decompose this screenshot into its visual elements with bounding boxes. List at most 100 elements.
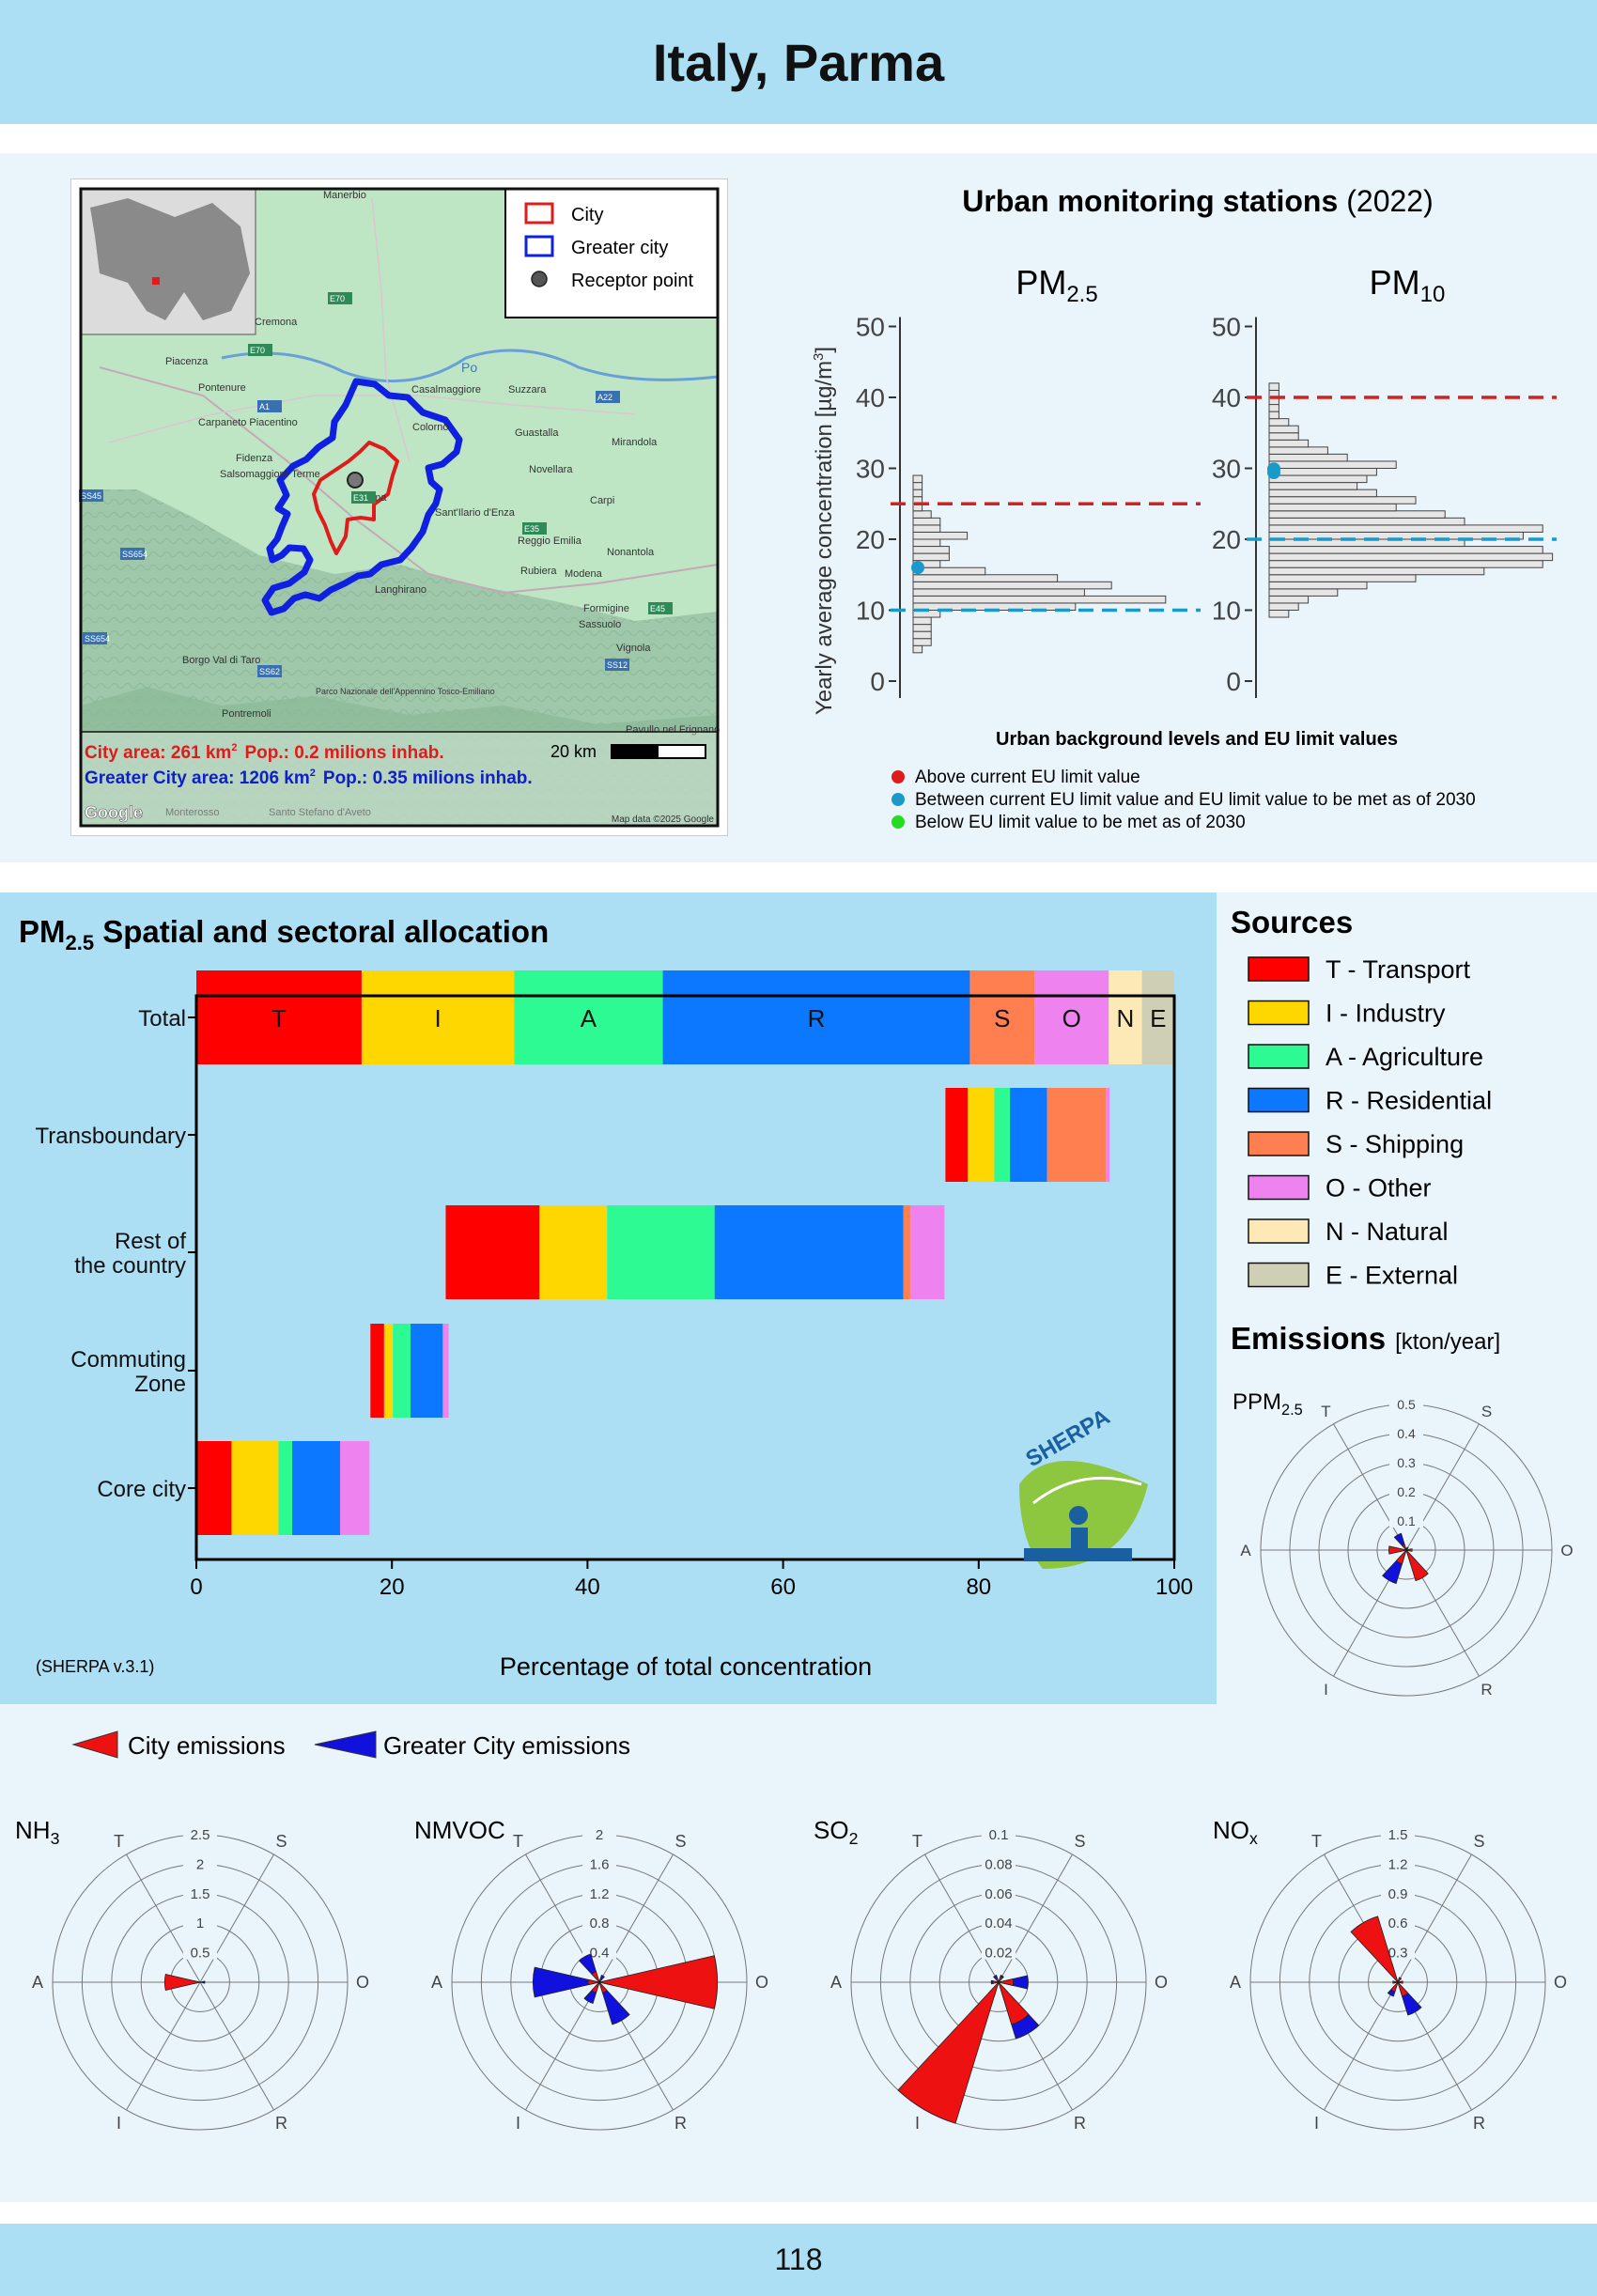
rose-title: NOx xyxy=(1213,1816,1258,1848)
hist-bar xyxy=(1268,588,1339,597)
city-label: City xyxy=(571,205,603,225)
allocation-title: PM2.5 Spatial and sectoral allocation xyxy=(19,914,549,954)
rose-spoke xyxy=(924,1854,1000,1983)
stations-y-label: Yearly average concentration [µg/m3] xyxy=(811,347,837,715)
road-label: A1 xyxy=(259,402,270,411)
map-attribution: Map data ©2025 Google xyxy=(612,814,715,825)
sources-legend: Sources T - Transport I - Industry A - Agr… xyxy=(1231,905,1500,1356)
rose-direction-label: I xyxy=(1314,2114,1319,2133)
rose-tick-label: 0.4 xyxy=(1397,1426,1416,1441)
row-label-rest-of: Rest of xyxy=(115,1229,186,1254)
bar-segment-r xyxy=(292,1441,341,1535)
bar-segment-label: R xyxy=(808,1004,826,1032)
hist-bar xyxy=(1268,482,1358,490)
map-place-label: Sant'Ilario d'Enza xyxy=(435,507,516,519)
hist-bar xyxy=(1268,546,1543,554)
rose-title: NH3 xyxy=(15,1816,60,1848)
rose-spoke xyxy=(998,1854,1073,1983)
rose-direction-label: A xyxy=(830,1973,842,1992)
source-swatch-i xyxy=(1248,1000,1310,1026)
rose-nh3: NH3 T S O R I A 0.5 1 1.5 2 2.5 xyxy=(15,1816,369,2133)
pm10-title: PM10 xyxy=(1370,263,1446,307)
hist-tick-label: 30 xyxy=(1212,455,1241,484)
map-place-label: Casalmaggiore xyxy=(411,384,481,396)
rose-spoke xyxy=(126,1981,201,2111)
hist-bar xyxy=(1268,453,1348,462)
hist-tick-label: 40 xyxy=(856,383,885,412)
rose-wedge-city xyxy=(1395,1549,1407,1565)
rose-tick-label: 2 xyxy=(196,1856,204,1872)
hist-bar xyxy=(1268,517,1465,526)
hist-bar xyxy=(1268,574,1417,582)
city-emissions-label: City emissions xyxy=(128,1731,286,1760)
row-label-core-city: Core city xyxy=(97,1477,186,1502)
hist-bar xyxy=(1268,602,1299,612)
rose-tick-label: 1.6 xyxy=(590,1856,610,1872)
rose-direction-label: O xyxy=(1554,1973,1567,1992)
map-place-label: Pontremoli xyxy=(222,708,271,720)
rose-tick-label: 0.08 xyxy=(985,1856,1012,1872)
rose-so2: SO2 T S O R I A 0.02 0.04 0.06 0.08 0.1 xyxy=(814,1816,1168,2133)
rose-spoke xyxy=(598,1854,674,1983)
rose-nmvoc: NMVOC T S O R I A 0.4 0.8 1.2 1.6 2 xyxy=(414,1816,768,2133)
road-label: A22 xyxy=(597,393,612,402)
rose-direction-label: R xyxy=(1074,2114,1086,2133)
rose-group: NOx T S O R I A 0.3 0.6 0.9 1.2 1.5 xyxy=(1213,1816,1567,2133)
bar-segment-o xyxy=(1034,970,1109,1064)
source-label-r: R - Residential xyxy=(1326,1087,1492,1115)
rose-wedge-city xyxy=(998,1978,1015,1987)
rose-direction-label: T xyxy=(912,1832,923,1851)
rose-spoke xyxy=(1397,1854,1472,1983)
greater-city-boundary xyxy=(261,378,463,616)
source-label-e: E - External xyxy=(1326,1262,1458,1290)
rose-direction-label: R xyxy=(1473,2114,1485,2133)
rose-wedge-city xyxy=(995,1977,1000,1983)
google-logo: Google xyxy=(85,803,143,822)
allocation-chart: PM2.5 Spatial and sectoral allocation T I… xyxy=(19,914,1193,1681)
map-place-label: Sassuolo xyxy=(579,619,621,630)
map-place-label: Rubiera xyxy=(520,566,557,577)
hist-bar xyxy=(1268,411,1279,420)
hist-bar xyxy=(1268,425,1299,434)
po-river xyxy=(221,349,719,383)
road-shield xyxy=(596,391,620,403)
rose-group: NH3 T S O R I A 0.5 1 1.5 2 2.5 xyxy=(15,1816,369,2133)
rose-tick-label: 0.9 xyxy=(1388,1886,1408,1902)
hist-bar xyxy=(1268,404,1279,412)
europe-shape xyxy=(90,198,250,320)
city-emissions-swatch xyxy=(71,1730,118,1759)
hist-tick-label: 0 xyxy=(1226,667,1241,696)
map-place-label: Fidenza xyxy=(236,453,273,464)
rose-direction-label: A xyxy=(32,1973,43,1992)
rose-direction-label: I xyxy=(516,2114,520,2133)
hist-bar xyxy=(1268,510,1446,519)
road-shield xyxy=(522,522,547,535)
map-place-label: Nonantola xyxy=(607,547,655,558)
source-swatch-e xyxy=(1248,1262,1310,1288)
rose-tick-label: 0.1 xyxy=(989,1827,1009,1843)
rose-direction-label: R xyxy=(1481,1681,1492,1699)
road-shield xyxy=(257,400,282,412)
rose-direction-label: S xyxy=(1074,1832,1085,1851)
road-label: E70 xyxy=(250,346,265,355)
bar-segment-r xyxy=(662,970,970,1064)
rose-wedge-city xyxy=(998,1981,1030,2025)
hist-bar xyxy=(912,630,932,640)
bar-segment-o xyxy=(909,1205,945,1299)
greater-city-swatch xyxy=(524,235,554,257)
bar-segment-t xyxy=(196,970,362,1064)
hist-tick-label: 20 xyxy=(856,525,885,554)
rose-tick-label: 0.3 xyxy=(1397,1455,1416,1470)
emissions-legend: City emissions Greater City emissions xyxy=(71,1730,630,1760)
stations-legend: Above current EU limit value Between curr… xyxy=(892,768,1476,832)
rose-direction-label: T xyxy=(513,1832,523,1851)
rose-direction-label: S xyxy=(1481,1403,1492,1420)
rose-group: SO2 T S O R I A 0.02 0.04 0.06 0.08 0.1 xyxy=(814,1816,1168,2133)
title-bar: Italy, Parma xyxy=(0,0,1597,124)
bar-segment-e xyxy=(1141,970,1174,1064)
bar-segment-a xyxy=(393,1324,411,1418)
hist-bar xyxy=(1268,560,1543,568)
hist-bar xyxy=(1268,581,1368,590)
rose-wedge-city xyxy=(1392,1980,1399,1984)
rose-spoke xyxy=(1324,1981,1399,2111)
